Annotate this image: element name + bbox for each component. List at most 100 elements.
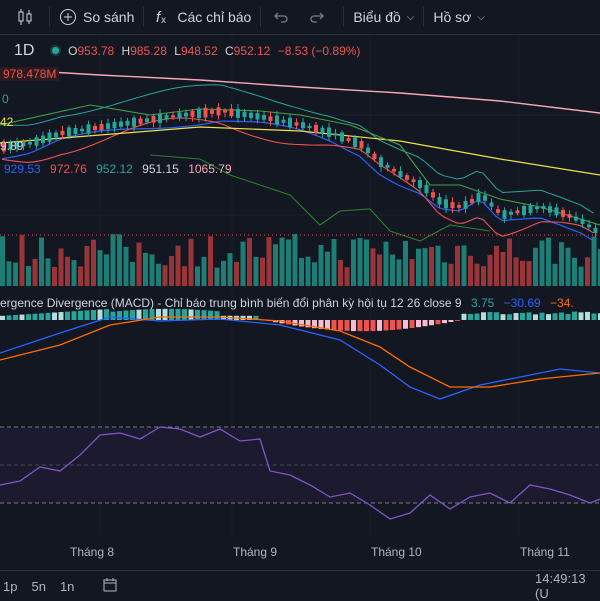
macd-histogram-bar <box>481 312 486 320</box>
candle-body <box>333 133 338 136</box>
macd-line-value: −30.69 <box>503 296 541 310</box>
macd-histogram-bar <box>299 320 304 327</box>
macd-histogram-bar <box>175 308 181 320</box>
candle-body <box>8 142 13 149</box>
volume-bar <box>559 242 564 286</box>
volume-ma-value: 978.478M <box>3 67 57 81</box>
candle-body <box>320 127 325 134</box>
range-button-5n[interactable]: 5n <box>31 578 46 594</box>
candle-body <box>457 205 461 208</box>
compare-label: So sánh <box>83 9 135 25</box>
volume-bar <box>201 256 207 286</box>
volume-bar <box>104 254 109 286</box>
candle-body <box>268 116 273 121</box>
macd-histogram-bar <box>591 313 597 320</box>
candle-body <box>366 147 370 154</box>
range-button-1p[interactable]: 1p <box>3 578 18 594</box>
volume-bar <box>448 263 454 286</box>
chart-type-button[interactable] <box>0 0 49 34</box>
candle-body <box>203 107 208 118</box>
volume-bar <box>214 267 220 286</box>
volume-bar <box>572 257 577 286</box>
macd-histogram-bar <box>52 312 57 320</box>
indicator-value-b: 42 <box>0 115 14 129</box>
volume-bar <box>383 241 389 286</box>
undo-button[interactable] <box>261 0 302 34</box>
volume-bar <box>39 237 44 286</box>
candle-body <box>340 132 344 142</box>
volume-bar <box>390 254 395 286</box>
redo-icon <box>310 12 325 23</box>
volume-bar <box>19 234 25 286</box>
volume-bar <box>32 258 38 286</box>
volume-bar <box>429 246 434 286</box>
volume-bar <box>234 261 239 286</box>
go-to-date-button[interactable] <box>95 577 125 596</box>
macd-histogram-bar <box>585 311 590 320</box>
calendar-icon <box>103 577 117 591</box>
candle-body <box>554 207 559 216</box>
volume-bar <box>598 248 600 286</box>
candle-body <box>34 137 39 146</box>
rsi-band <box>0 427 600 503</box>
candle-body <box>528 205 533 214</box>
bottom-bar: 1p 5n 1n 14:49:13 (U <box>0 570 600 601</box>
candle-body <box>249 112 253 118</box>
macd-histogram-bar <box>494 312 499 320</box>
volume-bar <box>58 248 64 286</box>
volume-bar <box>578 266 584 286</box>
volume-bar <box>487 254 493 286</box>
macd-histogram-bar <box>325 320 330 330</box>
volume-bar <box>533 247 538 286</box>
volume-bar <box>0 236 5 286</box>
low-label: L <box>174 44 181 58</box>
candle-body <box>73 127 78 135</box>
plus-circle-icon <box>60 9 76 25</box>
macd-pane <box>0 308 600 400</box>
chart-canvas[interactable] <box>0 35 600 575</box>
macd-histogram-bar <box>520 312 525 320</box>
candle-body <box>567 214 572 218</box>
svg-text:f: f <box>156 9 162 26</box>
macd-histogram-bar <box>182 309 187 320</box>
volume-bar <box>312 262 317 286</box>
macd-histogram-bar <box>442 320 447 324</box>
candle-body <box>405 175 409 180</box>
macd-histogram-bar <box>305 320 311 328</box>
candle-body <box>119 121 123 127</box>
candle-body <box>307 125 312 129</box>
candle-body <box>158 113 162 123</box>
candle-body <box>15 141 19 149</box>
redo-button[interactable] <box>302 0 343 34</box>
candle-body <box>496 209 500 213</box>
macd-histogram-bar <box>39 313 44 320</box>
candle-body <box>392 168 396 172</box>
macd-histogram-bar <box>45 312 51 320</box>
interval-label[interactable]: 1D <box>14 42 35 59</box>
chart-menu-button[interactable]: Biểu đồ ⌵ <box>344 0 423 34</box>
profile-menu-button[interactable]: Hồ sơ ⌵ <box>424 0 494 34</box>
range-button-1n[interactable]: 1n <box>59 578 75 594</box>
volume-bar <box>91 239 96 286</box>
candle-body <box>171 115 175 118</box>
candle-body <box>21 142 26 147</box>
volume-bar <box>65 256 70 286</box>
candle-body <box>353 137 357 147</box>
candle-body <box>561 209 565 217</box>
macd-histogram-bar <box>149 309 155 320</box>
volume-bar <box>474 263 480 286</box>
volume-bar <box>123 246 129 286</box>
macd-histogram-bar <box>214 311 220 320</box>
volume-bar <box>357 238 363 286</box>
candle-body <box>54 132 58 138</box>
volume-bar <box>409 259 415 286</box>
volume-bar <box>71 260 77 286</box>
compare-button[interactable]: So sánh <box>50 0 143 34</box>
macd-histogram-bar <box>513 313 519 320</box>
clock-time[interactable]: 14:49:13 (U <box>535 571 586 601</box>
candle-body <box>2 142 6 152</box>
volume-bar <box>195 266 200 286</box>
volume-bar <box>286 239 291 286</box>
macd-histogram-bar <box>312 320 317 329</box>
